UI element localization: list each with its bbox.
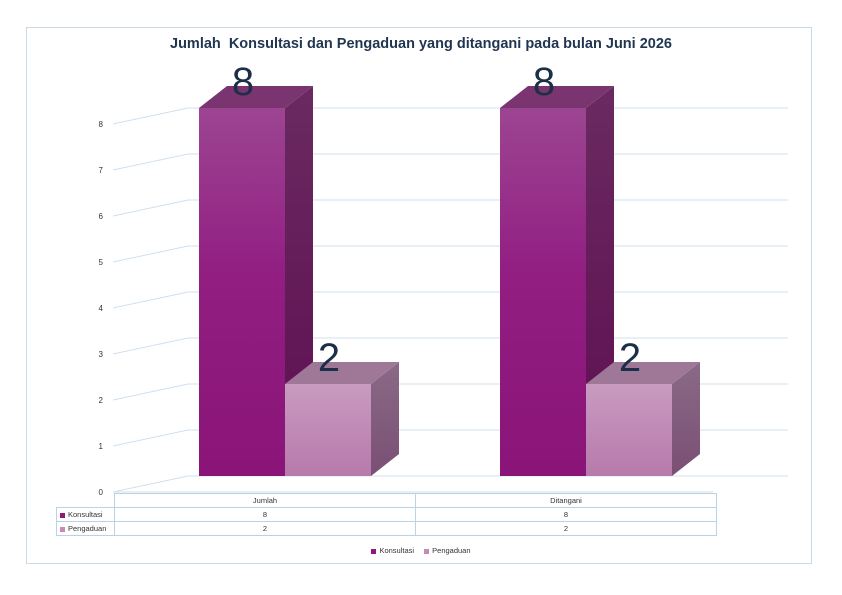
konsultasi-swatch bbox=[60, 512, 65, 518]
gridline-side bbox=[112, 475, 189, 493]
data-table-category: Jumlah bbox=[114, 493, 416, 508]
data-table-cell: 2 bbox=[114, 521, 416, 536]
bar-top bbox=[285, 362, 399, 384]
bar-top bbox=[199, 86, 313, 108]
y-tick-label: 7 bbox=[99, 166, 104, 175]
data-table-row-header: Konsultasi bbox=[56, 507, 115, 522]
bar-konsultasi-ditangani bbox=[500, 86, 614, 476]
data-table-category: Ditangani bbox=[415, 493, 717, 508]
legend-label: Konsultasi bbox=[379, 546, 415, 555]
bar-pengaduan-ditangani bbox=[586, 362, 700, 476]
gridline-side bbox=[112, 429, 189, 447]
legend-item: Konsultasi bbox=[371, 546, 414, 555]
data-label: 2 bbox=[318, 336, 340, 380]
data-table-row: Konsultasi 8 8 bbox=[56, 507, 717, 522]
y-tick-label: 4 bbox=[99, 304, 104, 313]
legend-item: Pengaduan bbox=[424, 546, 471, 555]
bar-side bbox=[371, 362, 399, 476]
y-tick-label: 6 bbox=[99, 212, 104, 221]
data-table-row: Pengaduan 2 2 bbox=[56, 521, 717, 536]
pengaduan-swatch bbox=[60, 526, 65, 532]
gridline-side bbox=[112, 383, 189, 401]
bar-front bbox=[500, 108, 586, 476]
legend-swatch bbox=[371, 548, 377, 554]
bar-pengaduan-jumlah bbox=[285, 362, 399, 476]
bar-front bbox=[199, 108, 285, 476]
y-tick-label: 2 bbox=[99, 396, 104, 405]
bar-top bbox=[586, 362, 700, 384]
bar-front bbox=[586, 384, 672, 476]
bar-top bbox=[500, 86, 614, 108]
bar-side bbox=[672, 362, 700, 476]
data-table: Jumlah Ditangani Konsultasi 8 8 Pengadua… bbox=[56, 493, 717, 536]
data-table-series-name: Konsultasi bbox=[68, 510, 103, 519]
y-tick-label: 5 bbox=[99, 258, 104, 267]
gridline-side bbox=[112, 337, 189, 355]
data-table-cell: 2 bbox=[415, 521, 717, 536]
chart-title: Jumlah Konsultasi dan Pengaduan yang dit… bbox=[170, 36, 672, 52]
y-tick-label: 8 bbox=[99, 120, 104, 129]
data-table-cell: 8 bbox=[415, 507, 717, 522]
legend-swatch bbox=[424, 548, 430, 554]
y-tick-label: 0 bbox=[99, 488, 104, 497]
data-label: 2 bbox=[619, 336, 641, 380]
legend-label: Pengaduan bbox=[432, 546, 471, 555]
data-table-row-header: Pengaduan bbox=[56, 521, 115, 536]
bar-front bbox=[285, 384, 371, 476]
data-table-corner bbox=[56, 493, 115, 508]
data-table-series-name: Pengaduan bbox=[68, 524, 107, 533]
gridline-side bbox=[112, 107, 189, 125]
y-tick-label: 1 bbox=[99, 442, 104, 451]
gridline-side bbox=[112, 153, 189, 171]
data-label: 8 bbox=[533, 60, 555, 104]
gridline-side bbox=[112, 199, 189, 217]
data-table-header-row: Jumlah Ditangani bbox=[56, 493, 717, 508]
data-label: 8 bbox=[232, 60, 254, 104]
data-table-cell: 8 bbox=[114, 507, 416, 522]
gridline-side bbox=[112, 291, 189, 309]
y-tick-label: 3 bbox=[99, 350, 104, 359]
chart-legend: Konsultasi Pengaduan bbox=[0, 546, 842, 555]
chart-frame bbox=[26, 27, 812, 564]
gridline-side bbox=[112, 245, 189, 263]
